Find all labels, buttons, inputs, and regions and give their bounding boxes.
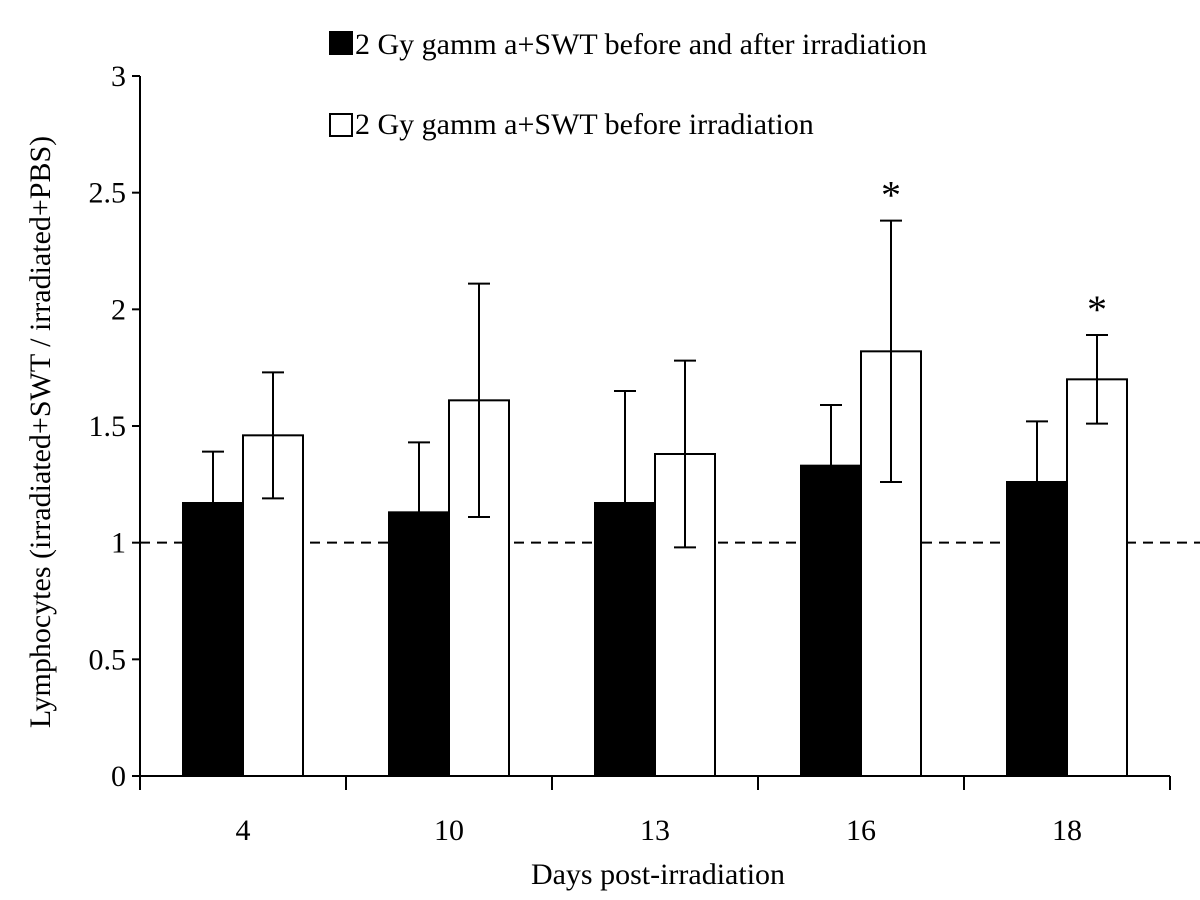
y-tick-label: 2.5 xyxy=(89,177,127,210)
x-tick-label: 18 xyxy=(1052,814,1082,847)
error-bar-series-2-cat-13 xyxy=(674,359,696,549)
y-tick-label: 3 xyxy=(111,60,126,93)
y-tick-label: 1.5 xyxy=(89,410,127,443)
y-tick-label: 2 xyxy=(111,293,126,326)
x-tick-label: 16 xyxy=(846,814,876,847)
error-bar-series-1-cat-13 xyxy=(614,390,636,616)
y-tick-label: 0 xyxy=(111,760,126,793)
y-tick-label: 1 xyxy=(111,527,126,560)
error-bar-series-2-cat-18 xyxy=(1086,334,1108,425)
error-bar-series-2-cat-10 xyxy=(468,282,490,518)
legend-swatch-series-2 xyxy=(329,113,353,137)
significance-marker: * xyxy=(881,173,901,218)
error-bar-series-1-cat-16 xyxy=(820,404,842,528)
significance-marker: * xyxy=(1087,287,1107,332)
error-bar-series-2-cat-16 xyxy=(880,219,902,483)
x-axis-title: Days post-irradiation xyxy=(531,858,785,891)
error-bar-series-2-cat-4 xyxy=(262,371,284,500)
x-tick-label: 4 xyxy=(236,814,251,847)
plot-area: 0 0.5 1 1.5 2 2.5 3 4 10 13 16 18 * * xyxy=(89,60,1200,847)
legend-label-series-2: 2 Gy gamm a+SWT before irradiation xyxy=(355,108,814,141)
legend: 2 Gy gamm a+SWT before and after irradia… xyxy=(329,28,927,141)
legend-swatch-series-1 xyxy=(329,31,353,55)
error-bar-series-1-cat-10 xyxy=(408,441,430,584)
error-bar-series-1-cat-4 xyxy=(202,450,224,556)
y-axis-title: Lymphocytes (irradiated+SWT / irradiated… xyxy=(24,136,57,728)
bar-series-2-cat-18 xyxy=(1066,378,1128,777)
legend-label-series-1: 2 Gy gamm a+SWT before and after irradia… xyxy=(355,28,927,61)
y-tick-label: 0.5 xyxy=(89,643,127,676)
error-bar-series-1-cat-18 xyxy=(1026,420,1048,544)
x-tick-label: 13 xyxy=(640,814,670,847)
x-tick-label: 10 xyxy=(434,814,464,847)
